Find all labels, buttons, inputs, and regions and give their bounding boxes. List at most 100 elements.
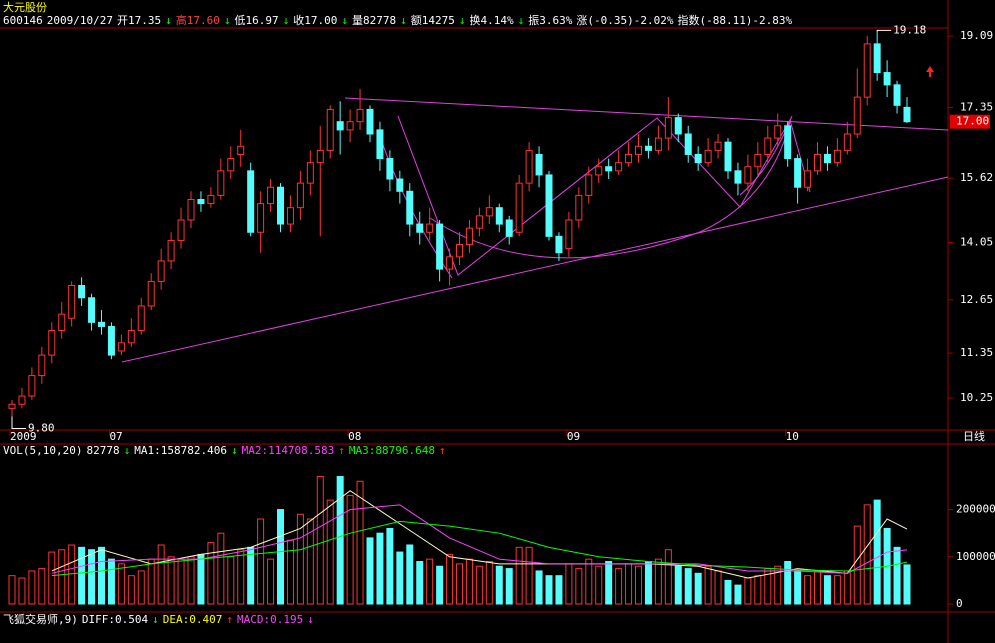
- volume-bar: [475, 565, 483, 605]
- candle-body: [416, 223, 424, 233]
- candle-body: [98, 321, 105, 327]
- volume-bar: [167, 556, 175, 605]
- candle-body: [774, 125, 782, 139]
- arrow-icon: [926, 66, 934, 77]
- candle-body: [595, 166, 603, 176]
- candle-body: [625, 153, 633, 164]
- candle-body: [605, 166, 613, 172]
- volume-bar: [316, 476, 324, 605]
- volume-bar: [376, 532, 384, 605]
- candle-body: [187, 199, 195, 221]
- volume-bar: [525, 546, 533, 605]
- annotation-leader: [11, 416, 26, 430]
- candle-body: [88, 297, 96, 323]
- candle-body: [316, 149, 324, 164]
- volume-bar: [605, 561, 613, 605]
- candle-body: [794, 158, 802, 188]
- text-part: MA3:88796.648: [349, 444, 435, 457]
- volume-bar: [18, 577, 26, 605]
- candle-body: [814, 153, 821, 172]
- text-part: ↑: [439, 444, 446, 457]
- text-part: 低16.97: [234, 14, 278, 27]
- text-part: ↓: [341, 14, 348, 27]
- candle-body: [366, 108, 374, 135]
- volume-bar: [98, 546, 105, 605]
- volume-bar: [386, 527, 394, 605]
- volume-bar: [853, 525, 861, 605]
- volume-bar: [446, 553, 454, 605]
- candle-body: [714, 141, 722, 151]
- text-part: 量82778: [352, 14, 396, 27]
- volume-bar: [237, 549, 245, 605]
- text-part: ↓: [231, 444, 238, 457]
- text-part: MA1:158782.406: [134, 444, 227, 457]
- candle-body: [78, 284, 86, 299]
- candle-body: [217, 170, 225, 196]
- text-part: ↑: [338, 444, 345, 457]
- candle-body: [635, 145, 642, 155]
- volume-bar: [48, 551, 56, 605]
- candle-body: [684, 133, 692, 155]
- volume-bar: [326, 499, 334, 605]
- volume-bar: [843, 570, 851, 605]
- text-part: ↓: [518, 14, 525, 27]
- text-part: MACD:0.195: [237, 613, 303, 626]
- volume-bar: [625, 563, 633, 605]
- candle-body: [167, 239, 175, 262]
- candle-body: [475, 215, 483, 229]
- period-label: 日线: [963, 429, 985, 443]
- volume-bar: [565, 563, 573, 605]
- text-part: ↓: [459, 14, 466, 27]
- volume-bar: [903, 564, 911, 605]
- volume-bar: [555, 575, 563, 605]
- candle-body: [436, 223, 444, 270]
- volume-bar: [814, 570, 821, 605]
- last-price-label: 17.00: [956, 115, 989, 128]
- candle-body: [207, 194, 215, 205]
- candle-body: [515, 182, 523, 233]
- volume-bar: [833, 575, 841, 605]
- volume-bar: [774, 565, 782, 605]
- volume-bar: [277, 509, 284, 605]
- volume-bar: [207, 542, 215, 605]
- volume-bar: [664, 549, 672, 605]
- candle-body: [823, 153, 831, 164]
- candle-body: [227, 158, 235, 172]
- volume-bar: [68, 544, 76, 605]
- candle-body: [197, 199, 205, 205]
- candle-body: [237, 145, 245, 155]
- volume-bar: [794, 570, 802, 605]
- volume-bar: [177, 558, 185, 605]
- candle-body: [406, 190, 414, 225]
- volume-bar: [704, 565, 712, 605]
- quote-info: 600146 2009/10/27 开17.35 ↓ 高17.60 ↓ 低16.97 ↓ 收17…: [3, 13, 793, 27]
- text-part: 额14275: [411, 14, 455, 27]
- volume-bar: [227, 556, 235, 605]
- volume-bar: [744, 577, 752, 605]
- volume-bar: [863, 504, 871, 605]
- volume-ma-line: [51, 520, 908, 577]
- y-tick-label: 200000: [956, 503, 995, 516]
- annotation-leader: [876, 29, 892, 33]
- candle-body: [177, 219, 185, 241]
- volume-bar: [754, 575, 762, 605]
- candle-body: [535, 153, 543, 176]
- candle-body: [346, 121, 354, 131]
- candle-body: [664, 117, 672, 139]
- last-price-box: [950, 114, 990, 129]
- volume-bar: [495, 565, 503, 605]
- volume-bar: [306, 518, 314, 605]
- volume-bar: [117, 563, 125, 605]
- candle-body: [833, 149, 841, 164]
- candle-body: [306, 162, 314, 184]
- volume-bar: [714, 570, 722, 605]
- volume-bar: [257, 518, 265, 605]
- candle-body: [277, 186, 284, 225]
- volume-bar: [38, 568, 46, 605]
- volume-bar: [8, 575, 16, 605]
- x-tick-label: 07: [109, 430, 122, 443]
- candle-body: [376, 129, 384, 160]
- candle-body: [38, 354, 46, 377]
- text-part: 600146: [3, 14, 43, 27]
